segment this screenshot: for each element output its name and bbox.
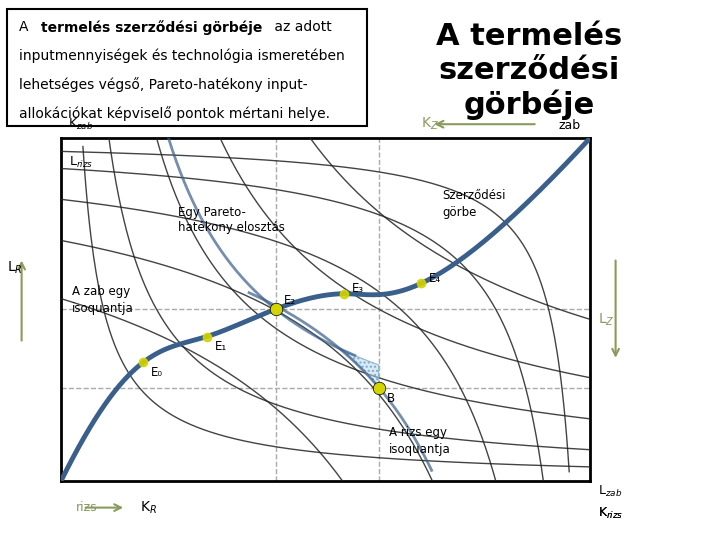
- Text: L$_{zab}$: L$_{zab}$: [598, 484, 622, 499]
- Text: K$_R$: K$_R$: [140, 500, 158, 516]
- Text: termelés szerződési görbéje: termelés szerződési görbéje: [41, 21, 263, 35]
- Text: E₂: E₂: [284, 294, 296, 307]
- Text: Egy Pareto-
hatékony elosztás: Egy Pareto- hatékony elosztás: [178, 206, 284, 234]
- Text: zab: zab: [559, 119, 581, 132]
- Text: A termelés
szerződési
görbéje: A termelés szerződési görbéje: [436, 22, 623, 120]
- Text: E₄: E₄: [429, 272, 441, 285]
- Text: A zab egy
isoquantja: A zab egy isoquantja: [72, 285, 133, 315]
- Text: E₃: E₃: [352, 282, 364, 295]
- Text: K$_{rizs}$: K$_{rizs}$: [598, 505, 623, 521]
- Polygon shape: [340, 349, 379, 387]
- Text: A rizs egy
isoquantja: A rizs egy isoquantja: [390, 426, 451, 456]
- Text: L$_{rizs}$: L$_{rizs}$: [69, 155, 93, 170]
- Text: L$_Z$: L$_Z$: [598, 311, 614, 328]
- Text: A: A: [19, 21, 32, 35]
- Text: L$_R$: L$_R$: [6, 260, 22, 276]
- Text: E₁: E₁: [215, 340, 227, 353]
- Text: E₀: E₀: [151, 366, 163, 379]
- Text: K$_{rizs}$: K$_{rizs}$: [598, 505, 623, 521]
- Text: K$_Z$: K$_Z$: [421, 116, 439, 132]
- Text: Szerződési
görbe: Szerződési görbe: [442, 189, 505, 219]
- FancyBboxPatch shape: [7, 9, 367, 126]
- Text: rizs: rizs: [76, 501, 97, 514]
- Text: inputmennyiségek és technológia ismeretében: inputmennyiségek és technológia ismereté…: [19, 49, 344, 63]
- Text: K$_{zab}$: K$_{zab}$: [68, 117, 94, 132]
- Text: lehetséges végső, Pareto-hatékony input-: lehetséges végső, Pareto-hatékony input-: [19, 77, 307, 92]
- Text: az adott: az adott: [269, 21, 331, 35]
- Text: allokációkat képviselő pontok mértani helye.: allokációkat képviselő pontok mértani he…: [19, 106, 330, 121]
- Text: B: B: [387, 392, 395, 405]
